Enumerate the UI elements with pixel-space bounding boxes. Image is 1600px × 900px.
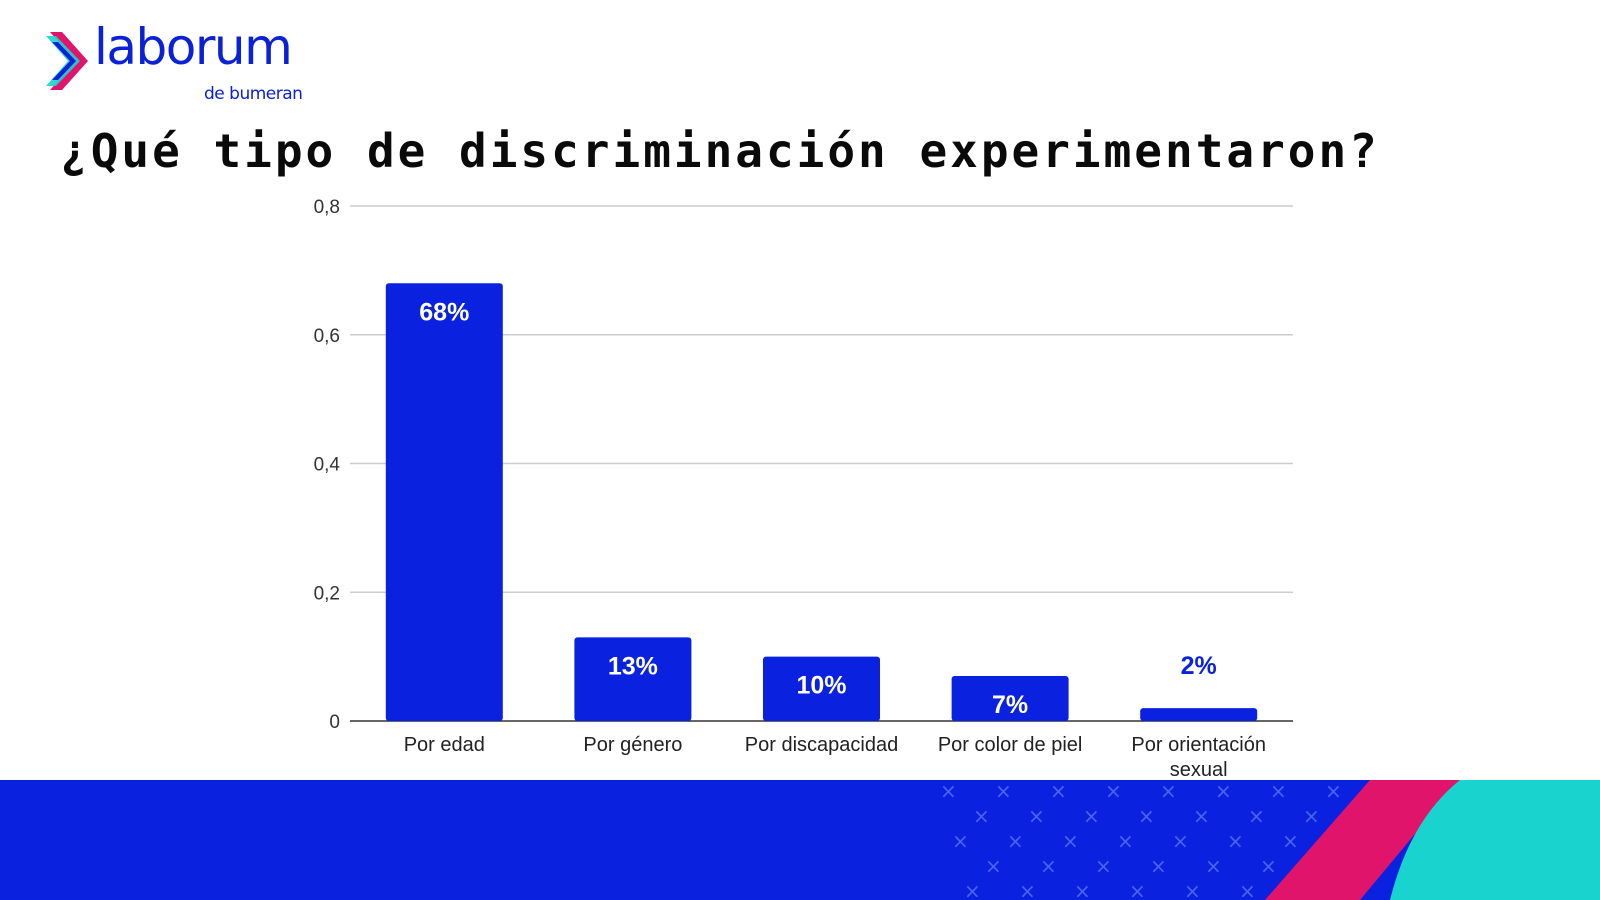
x-pattern-mark: × bbox=[1095, 854, 1112, 878]
y-tick-label: 0 bbox=[329, 712, 340, 733]
x-tick-label: Por género bbox=[583, 734, 682, 756]
x-pattern-mark: × bbox=[1074, 879, 1091, 900]
data-label: 7% bbox=[992, 691, 1028, 719]
x-pattern-mark: × bbox=[1248, 804, 1265, 828]
x-pattern-mark: × bbox=[964, 879, 981, 900]
x-pattern-mark: × bbox=[1260, 854, 1277, 878]
x-pattern-mark: × bbox=[1282, 829, 1299, 853]
footer-band: ××××××××××××××××××××××××××××××××××××× bbox=[0, 780, 1600, 900]
bar bbox=[574, 637, 692, 721]
laborum-chevron-icon bbox=[46, 32, 88, 90]
x-pattern-mark: × bbox=[1019, 879, 1036, 900]
x-pattern-mark: × bbox=[1303, 804, 1320, 828]
x-pattern-mark: × bbox=[952, 829, 969, 853]
x-pattern-mark: × bbox=[1083, 804, 1100, 828]
x-tick-label: Por orientación bbox=[1131, 734, 1266, 756]
bar bbox=[385, 283, 503, 721]
x-pattern-mark: × bbox=[1227, 829, 1244, 853]
x-pattern-mark: × bbox=[1184, 879, 1201, 900]
x-pattern-mark: × bbox=[1239, 879, 1256, 900]
x-pattern-mark: × bbox=[1325, 780, 1342, 803]
x-pattern-mark: × bbox=[1050, 780, 1067, 803]
data-label: 10% bbox=[796, 672, 846, 700]
y-tick-label: 0,4 bbox=[314, 455, 341, 476]
data-label: 13% bbox=[608, 652, 658, 680]
bar-chart: 0 0,2 0,4 0,6 0,8 68% Por edad 13% Por género 10%… bbox=[314, 197, 1293, 780]
footer-x-pattern: ××××××××××××××××××××××××××××××××××××× bbox=[940, 780, 1354, 900]
x-pattern-mark: × bbox=[1062, 829, 1079, 853]
footer-pink-stripe bbox=[1265, 780, 1460, 900]
x-tick-label: sexual bbox=[1170, 759, 1228, 780]
data-label: 68% bbox=[419, 298, 469, 326]
x-pattern-mark: × bbox=[973, 804, 990, 828]
x-pattern-mark: × bbox=[1028, 804, 1045, 828]
slide-title: ¿Qué tipo de discriminación experimentar… bbox=[60, 124, 1380, 178]
x-pattern-mark: × bbox=[940, 780, 957, 803]
logo-tagline: de bumeran bbox=[204, 84, 303, 104]
x-pattern-mark: × bbox=[1270, 780, 1287, 803]
x-tick-label: Por discapacidad bbox=[745, 734, 898, 756]
x-pattern-mark: × bbox=[1138, 804, 1155, 828]
x-pattern-mark: × bbox=[1007, 829, 1024, 853]
x-pattern-mark: × bbox=[1193, 804, 1210, 828]
bar bbox=[763, 656, 880, 721]
x-tick-label: Por color de piel bbox=[938, 734, 1083, 756]
x-pattern-mark: × bbox=[1129, 879, 1146, 900]
x-tick-label: Por edad bbox=[404, 734, 485, 756]
y-tick-label: 0,8 bbox=[314, 197, 340, 218]
logo-wordmark: laborum bbox=[94, 18, 293, 76]
x-pattern-mark: × bbox=[1160, 780, 1177, 803]
x-pattern-mark: × bbox=[1150, 854, 1167, 878]
x-pattern-mark: × bbox=[1117, 829, 1134, 853]
x-pattern-mark: × bbox=[1105, 780, 1122, 803]
x-pattern-mark: × bbox=[985, 854, 1002, 878]
bar bbox=[951, 675, 1069, 721]
y-tick-label: 0,2 bbox=[314, 583, 340, 604]
laborum-logo: laborum de bumeran bbox=[46, 22, 326, 108]
x-pattern-mark: × bbox=[1215, 780, 1232, 803]
x-pattern-mark: × bbox=[995, 780, 1012, 803]
data-label: 2% bbox=[1181, 652, 1217, 680]
x-pattern-mark: × bbox=[1040, 854, 1057, 878]
footer-cyan-shape bbox=[1390, 780, 1600, 900]
bar bbox=[1140, 708, 1258, 721]
x-pattern-mark: × bbox=[1205, 854, 1222, 878]
x-pattern-mark: × bbox=[1172, 829, 1189, 853]
y-tick-label: 0,6 bbox=[314, 326, 340, 347]
